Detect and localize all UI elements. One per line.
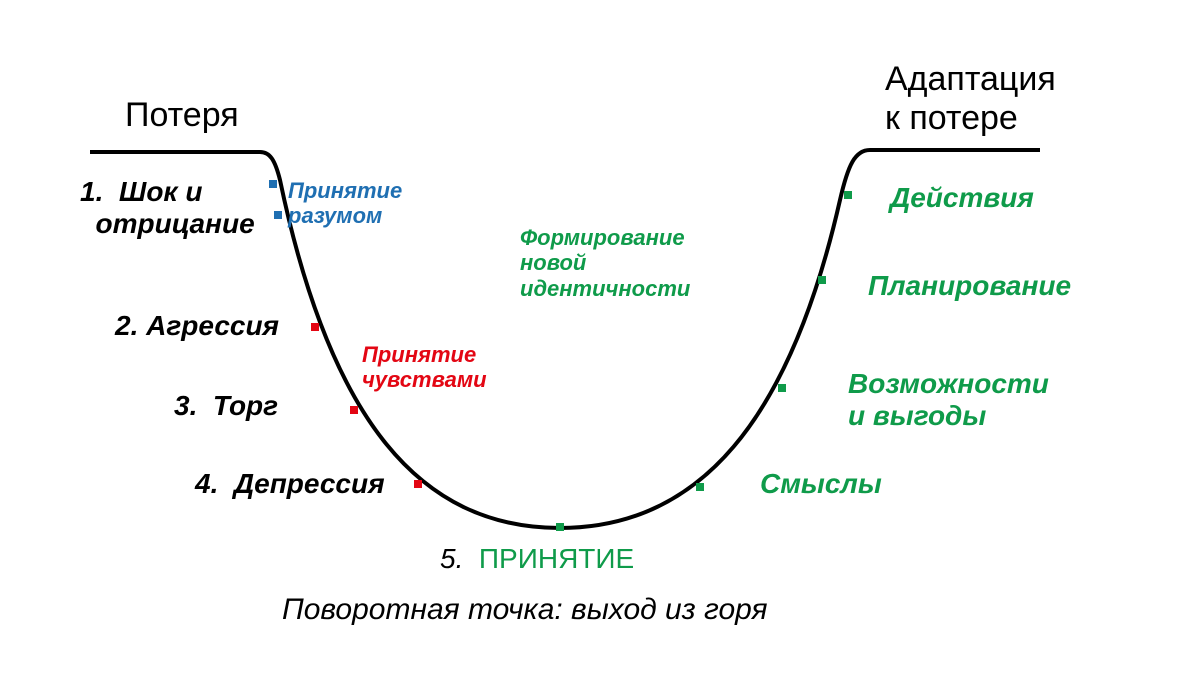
stage-right-1: Планирование [868,270,1071,302]
curve-marker-3 [350,406,358,414]
curve-marker-2 [311,323,319,331]
curve-label-1: Принятие чувствами [362,342,487,393]
curve-marker-1 [274,211,282,219]
stage-left-3: 3. Торг [174,390,278,422]
footer-turning-point: Поворотная точка: выход из горя [282,593,768,628]
curve-marker-7 [778,384,786,392]
curve-marker-6 [696,483,704,491]
stage-right-2: Возможности и выгоды [848,368,1049,432]
curve-marker-5 [556,523,564,531]
curve-marker-0 [269,180,277,188]
curve-marker-4 [414,480,422,488]
curve-marker-8 [818,276,826,284]
title-left: Потеря [125,96,239,135]
stage-left-2: 2. Агрессия [115,310,279,342]
stage-right-0: Действия [890,182,1034,214]
stage-left-4: 4. Депрессия [195,468,385,500]
curve-label-2: Формирование новой идентичности [520,225,690,301]
stage-5-number: 5. [440,543,463,574]
curve-marker-9 [844,191,852,199]
title-right: Адаптация к потере [885,60,1056,138]
stage-right-3: Смыслы [760,468,882,500]
grief-curve-diagram: Потеря Адаптация к потере 1. Шок и отриц… [0,0,1200,686]
stage-5-acceptance: 5. ПРИНЯТИЕ [440,543,634,575]
curve-label-0: Принятие разумом [288,178,402,229]
stage-5-label: ПРИНЯТИЕ [463,543,634,574]
stage-left-1: 1. Шок и отрицание [80,176,255,240]
